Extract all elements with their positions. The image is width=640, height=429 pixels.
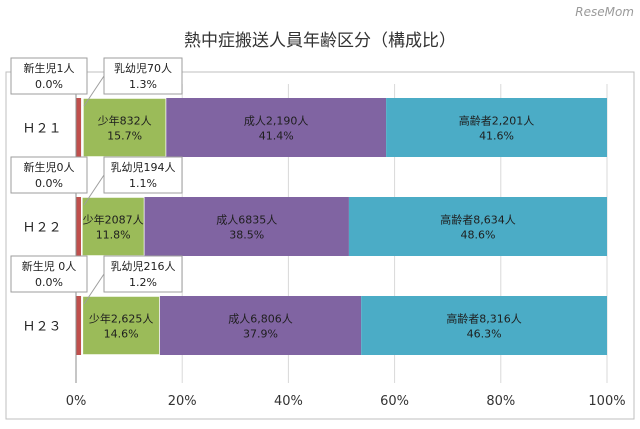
callout-label-count: 新生児 0人	[22, 259, 77, 273]
segment-label-pct: 38.5%	[229, 229, 264, 242]
bar-segment	[159, 296, 362, 355]
bar-segment	[81, 98, 83, 157]
callout-box	[10, 156, 88, 194]
segment-label-count: 少年832人	[98, 114, 152, 128]
segment-label-count: 少年2087人	[83, 213, 144, 227]
x-tick-label: 80%	[486, 394, 515, 409]
category-label: Ｈ２１	[22, 122, 61, 137]
segment-label-count: 少年2,625人	[89, 312, 154, 326]
segment-label-count: 高齢者8,316人	[446, 312, 522, 326]
x-tick-label: 100%	[588, 394, 625, 409]
callout-label-pct: 0.0%	[35, 276, 63, 289]
bar-segment	[144, 197, 349, 256]
segment-label-pct: 48.6%	[460, 229, 495, 242]
category-label: Ｈ２３	[22, 320, 61, 335]
segment-label-count: 成人2,190人	[244, 115, 309, 128]
callout-box	[103, 255, 183, 293]
callout-label-pct: 1.1%	[129, 177, 157, 190]
callout-label-count: 乳幼児70人	[114, 62, 172, 75]
callout-box	[10, 57, 88, 95]
callout-label-count: 新生児1人	[24, 61, 75, 75]
watermark-logo: ReseMom	[575, 5, 634, 19]
callout-label-count: 乳幼児216人	[111, 260, 176, 273]
segment-label-pct: 41.4%	[259, 130, 294, 143]
segment-label-pct: 41.6%	[479, 130, 514, 143]
segment-label-pct: 15.7%	[107, 130, 142, 143]
callout-box	[103, 156, 183, 194]
chart-title: 熱中症搬送人員年齢区分（構成比）	[184, 31, 456, 51]
x-tick-label: 60%	[380, 394, 409, 409]
bar-segment	[82, 97, 168, 158]
segment-label-pct: 37.9%	[243, 328, 278, 341]
bar-segment	[81, 295, 161, 356]
callout-label-count: 新生児0人	[24, 160, 75, 174]
x-tick-label: 20%	[168, 394, 197, 409]
callout-leader	[83, 273, 105, 305]
callout-label-pct: 1.3%	[129, 78, 157, 91]
callout-label-count: 乳幼児194人	[111, 161, 176, 174]
segment-label-count: 高齢者2,201人	[459, 114, 535, 128]
segment-label-count: 高齢者8,634人	[440, 213, 516, 227]
bar-segment	[166, 98, 387, 157]
bar-segment	[386, 98, 607, 157]
plot-frame	[5, 71, 635, 420]
bar-segment	[81, 196, 146, 257]
segment-label-count: 成人6835人	[216, 214, 277, 227]
callout-box	[103, 57, 183, 95]
x-tick-label: 40%	[274, 394, 303, 409]
bar-segment	[76, 296, 81, 355]
callout-leader	[83, 75, 105, 107]
callout-box	[10, 255, 88, 293]
bar-segment	[348, 197, 607, 256]
callout-leader	[83, 174, 105, 206]
bar-segment	[76, 98, 81, 157]
segment-label-pct: 11.8%	[96, 229, 131, 242]
category-label: Ｈ２２	[22, 221, 61, 236]
x-tick-label: 0%	[66, 394, 87, 409]
segment-label-pct: 46.3%	[467, 328, 502, 341]
callout-label-pct: 0.0%	[35, 78, 63, 91]
segment-label-count: 成人6,806人	[228, 313, 293, 326]
callout-label-pct: 1.2%	[129, 276, 157, 289]
callout-label-pct: 0.0%	[35, 177, 63, 190]
bar-segment	[361, 296, 607, 355]
segment-label-pct: 14.6%	[104, 328, 139, 341]
bar-segment	[76, 197, 81, 256]
